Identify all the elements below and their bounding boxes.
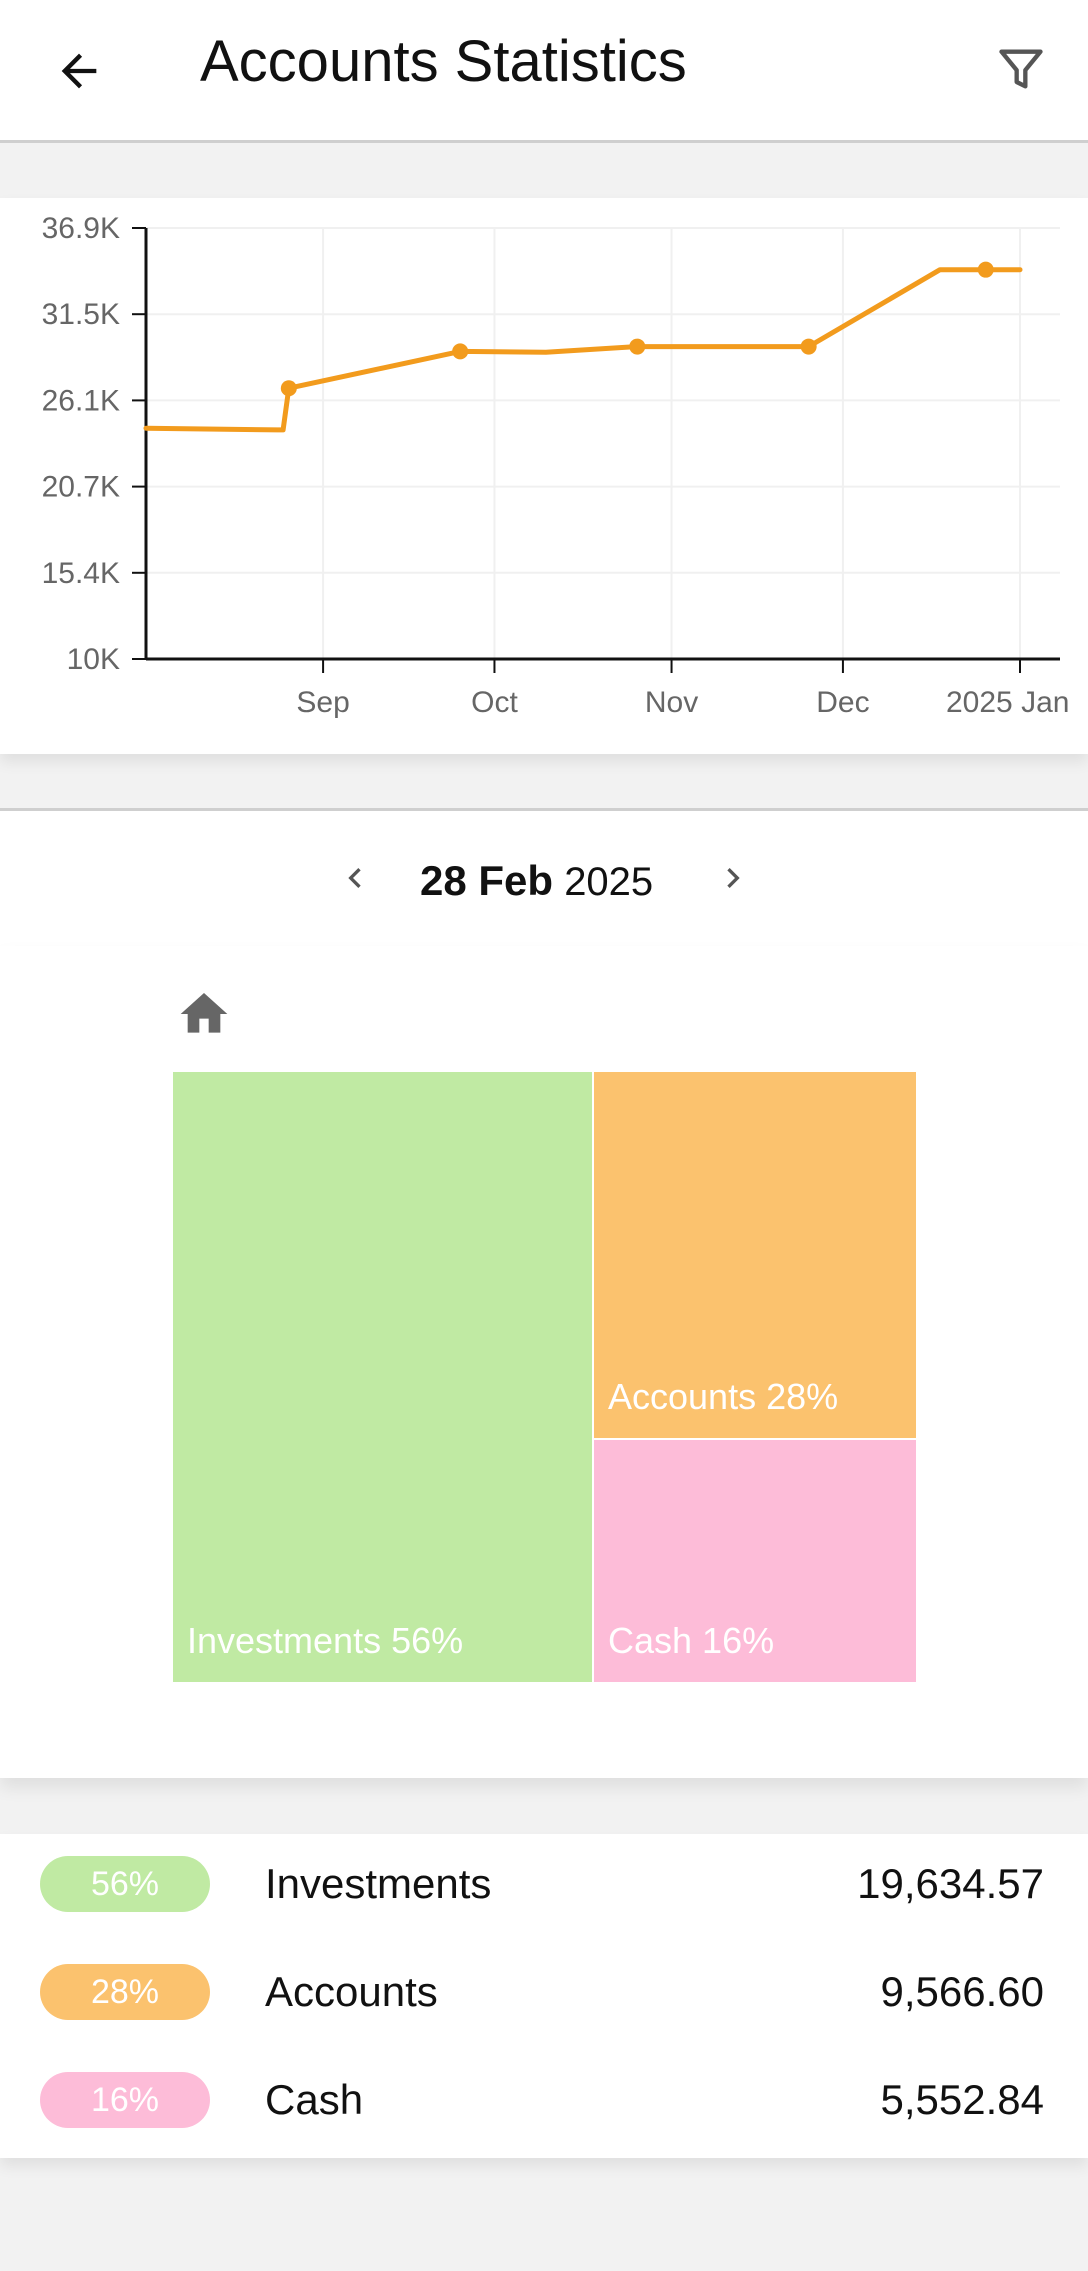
tile-label-cash: Cash 16% — [608, 1620, 775, 1661]
treemap-home-button[interactable] — [176, 986, 232, 1042]
y-tick-label: 31.5K — [42, 298, 120, 331]
app-bar: Accounts Statistics — [0, 0, 1088, 143]
x-tick-label: 2025 Jan — [946, 686, 1069, 719]
list-item-investments[interactable]: 56% Investments 19,634.57 — [0, 1834, 1088, 1934]
treemap-card: Investments 56% Accounts 28% Cash 16% — [0, 946, 1088, 1778]
list-item-cash[interactable]: 16% Cash 5,552.84 — [0, 2050, 1088, 2150]
percent-badge: 16% — [40, 2072, 210, 2128]
tile-label-investments: Investments 56% — [187, 1620, 464, 1661]
percent-badge: 56% — [40, 1856, 210, 1912]
back-button[interactable] — [44, 36, 114, 106]
balance-chart-card: 36.9K 31.5K 26.1K 20.7K 15.4K 10K Sep Oct Nov Dec… — [0, 198, 1088, 754]
home-icon — [180, 993, 228, 1033]
date-navigator: 28 Feb 2025 — [0, 808, 1088, 950]
category-amount: 5,552.84 — [880, 2076, 1045, 2123]
balance-series-line — [143, 267, 1023, 433]
treemap-tile-investments[interactable]: Investments 56% — [171, 1070, 594, 1684]
category-name: Accounts — [265, 1968, 438, 2015]
filter-icon — [999, 49, 1043, 89]
chevron-right-icon — [727, 868, 740, 888]
x-tick-label: Oct — [471, 686, 518, 719]
y-tick-label: 36.9K — [42, 212, 120, 245]
data-point-marker[interactable] — [452, 343, 469, 360]
data-point-marker[interactable] — [280, 380, 297, 397]
tile-label-accounts: Accounts 28% — [608, 1376, 839, 1417]
data-point-marker[interactable] — [977, 261, 994, 278]
current-year: 2025 — [564, 860, 654, 904]
data-point-marker[interactable] — [800, 338, 817, 355]
y-tick-label: 20.7K — [42, 471, 120, 504]
category-amount: 19,634.57 — [857, 1860, 1044, 1907]
list-item-accounts[interactable]: 28% Accounts 9,566.60 — [0, 1942, 1088, 2042]
category-name: Investments — [265, 1860, 492, 1907]
x-tick-label: Dec — [816, 686, 869, 719]
treemap-tile-cash[interactable]: Cash 16% — [592, 1438, 918, 1684]
y-tick-label: 26.1K — [42, 384, 120, 417]
data-point-marker[interactable] — [629, 338, 646, 355]
category-amount: 9,566.60 — [880, 1968, 1045, 2015]
previous-date-button[interactable] — [328, 851, 382, 905]
y-tick-label: 10K — [67, 643, 120, 676]
current-date: 28 Feb 2025 — [420, 857, 653, 905]
percent-badge: 28% — [40, 1964, 210, 2020]
page-title: Accounts Statistics — [200, 29, 687, 94]
x-tick-label: Nov — [645, 686, 698, 719]
next-date-button[interactable] — [706, 851, 760, 905]
current-day-month: 28 Feb — [420, 857, 554, 904]
arrow-left-icon — [61, 53, 97, 89]
category-list: 56% Investments 19,634.57 28% Accounts 9… — [0, 1834, 1088, 2158]
balance-line-chart: 36.9K 31.5K 26.1K 20.7K 15.4K 10K Sep Oct Nov Dec… — [42, 212, 1070, 719]
category-name: Cash — [265, 2076, 364, 2123]
filter-button[interactable] — [986, 34, 1056, 104]
treemap-tile-accounts[interactable]: Accounts 28% — [592, 1070, 918, 1440]
x-tick-label: Sep — [296, 686, 349, 719]
y-tick-label: 15.4K — [42, 557, 120, 590]
chevron-left-icon — [348, 868, 361, 888]
